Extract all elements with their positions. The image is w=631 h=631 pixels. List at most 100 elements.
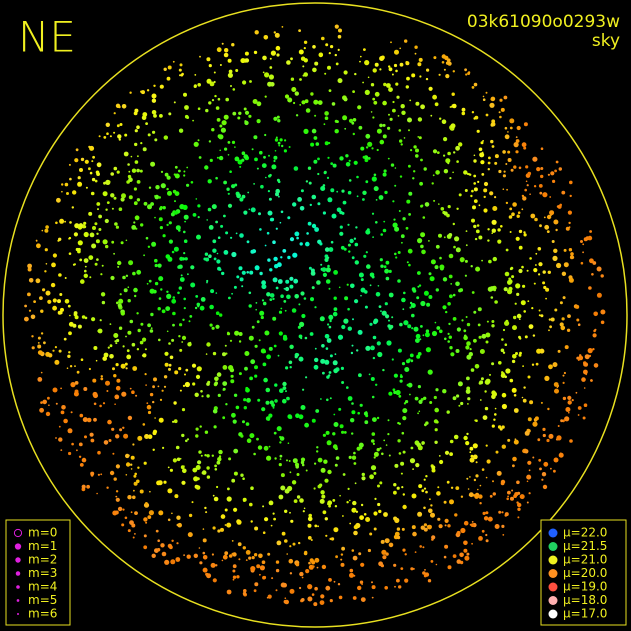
star [166, 293, 172, 299]
star [60, 449, 63, 451]
star [428, 86, 433, 91]
star [367, 548, 371, 553]
star [367, 157, 371, 160]
star [88, 367, 91, 371]
star [39, 407, 44, 413]
star [305, 180, 309, 183]
star [267, 552, 271, 556]
star [148, 279, 152, 283]
star [504, 375, 508, 379]
star [489, 373, 491, 376]
star [360, 287, 366, 293]
star [171, 539, 174, 542]
star [535, 362, 539, 366]
star [513, 494, 517, 498]
star [206, 57, 211, 62]
star [115, 464, 120, 469]
star [43, 341, 46, 345]
star [288, 558, 294, 564]
star [278, 144, 281, 147]
star [583, 362, 587, 367]
star [340, 558, 343, 561]
star [165, 254, 171, 259]
star [295, 114, 299, 117]
star [263, 35, 269, 40]
star [61, 405, 66, 410]
star [139, 169, 143, 173]
star [199, 425, 202, 428]
star [485, 511, 489, 515]
star [74, 381, 79, 385]
star [299, 104, 302, 106]
star [143, 517, 148, 522]
star [266, 231, 270, 235]
star [199, 305, 205, 311]
star [347, 326, 352, 331]
star [313, 99, 319, 105]
star [96, 162, 102, 168]
star [131, 168, 137, 173]
star [314, 306, 317, 309]
star [489, 494, 493, 498]
star [327, 323, 330, 326]
star [193, 553, 198, 558]
star [227, 72, 233, 78]
star [260, 348, 266, 354]
star [272, 512, 275, 515]
star [547, 407, 550, 411]
star [463, 548, 468, 553]
star [458, 193, 462, 197]
star [442, 389, 447, 394]
star [469, 348, 472, 351]
star [196, 366, 202, 372]
star [435, 170, 440, 175]
star [559, 322, 564, 327]
star [402, 548, 406, 552]
star [253, 50, 258, 55]
star [442, 277, 448, 282]
star [375, 383, 378, 386]
star [466, 552, 470, 556]
star [429, 276, 435, 282]
star [394, 184, 397, 187]
star [275, 568, 280, 573]
star [77, 324, 82, 329]
star [517, 211, 521, 214]
star [431, 330, 438, 337]
star [276, 178, 280, 182]
star [472, 205, 476, 210]
star [269, 268, 273, 272]
star [280, 210, 284, 214]
star [232, 419, 237, 424]
star [194, 392, 199, 397]
star [522, 196, 527, 201]
star [213, 425, 217, 429]
star [351, 455, 357, 460]
star [314, 227, 319, 232]
star [354, 482, 357, 485]
star [522, 284, 526, 288]
star [206, 394, 210, 398]
star [588, 354, 592, 357]
star [305, 241, 310, 247]
star [269, 293, 275, 298]
star [260, 184, 264, 189]
star [213, 496, 219, 502]
star [406, 261, 409, 264]
star [297, 197, 302, 202]
star [173, 419, 178, 424]
star [504, 512, 509, 517]
star [404, 39, 408, 43]
star [284, 139, 287, 142]
star [275, 45, 281, 51]
star [84, 265, 87, 268]
star [315, 409, 320, 413]
star [172, 323, 175, 327]
star [61, 190, 63, 193]
star [461, 107, 466, 112]
star [518, 268, 523, 274]
star [505, 201, 509, 205]
star [325, 267, 331, 273]
star [494, 524, 500, 529]
star [469, 476, 471, 478]
